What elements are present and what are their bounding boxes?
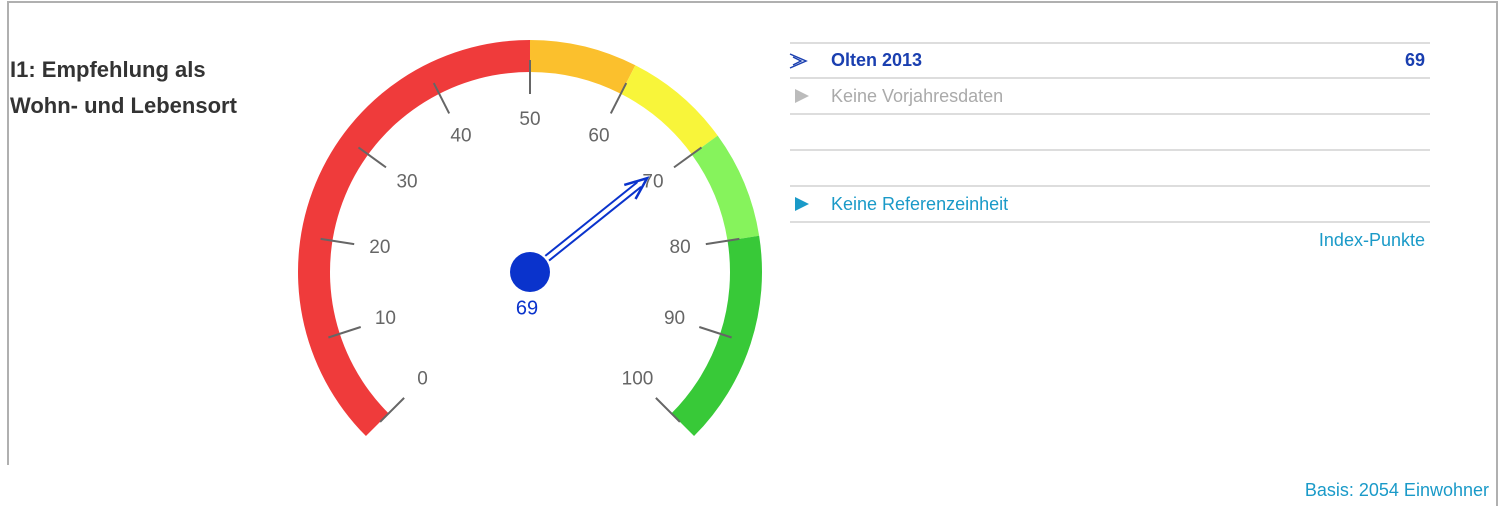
tick-mark [698, 326, 732, 339]
tick-label: 50 [519, 109, 540, 130]
tick-mark [673, 146, 703, 169]
value-label: 69 [516, 297, 538, 319]
needle-line [548, 186, 642, 262]
tick-label: 80 [670, 237, 691, 258]
tick-mark [328, 326, 362, 339]
legend-label: Olten 2013 [831, 50, 922, 70]
gauge-band [298, 39, 530, 437]
footnote: Basis: 2054 Einwohner [1305, 480, 1489, 500]
tick-label: 10 [375, 308, 396, 329]
gauge-band [530, 40, 636, 94]
tick-mark [655, 397, 681, 423]
tick-mark [432, 82, 451, 114]
reference-note: Keine Referenzeinheit [831, 194, 1008, 214]
note-icon [795, 89, 809, 103]
gauge-band [671, 235, 762, 437]
tick-label: 60 [588, 126, 609, 147]
unit-label: Index-Punkte [1319, 230, 1425, 250]
legend-value: 69 [1405, 50, 1425, 70]
needle [544, 176, 650, 262]
needle-head [623, 176, 650, 200]
tick-label: 20 [369, 237, 390, 258]
tick-mark [705, 237, 740, 246]
tick-label: 30 [396, 172, 417, 193]
tick-mark [609, 82, 628, 114]
tick-mark [320, 237, 355, 246]
tick-label: 90 [664, 308, 685, 329]
legend-lines [790, 42, 1430, 223]
needle-line [544, 181, 639, 257]
tick-label: 100 [622, 368, 654, 389]
gauge-band [620, 65, 718, 155]
tick-mark [379, 397, 405, 423]
note-icon [795, 197, 809, 211]
previous-note: Keine Vorjahresdaten [831, 86, 1003, 106]
chart-title: I1: Empfehlung als Wohn- und Lebensort [10, 57, 238, 118]
needle-hub [510, 252, 550, 292]
frame [7, 1, 1498, 506]
series-icon [789, 53, 808, 69]
tick-mark [357, 146, 387, 169]
gauge-band [691, 135, 760, 241]
tick-label: 0 [417, 368, 428, 389]
tick-label: 40 [450, 126, 471, 147]
